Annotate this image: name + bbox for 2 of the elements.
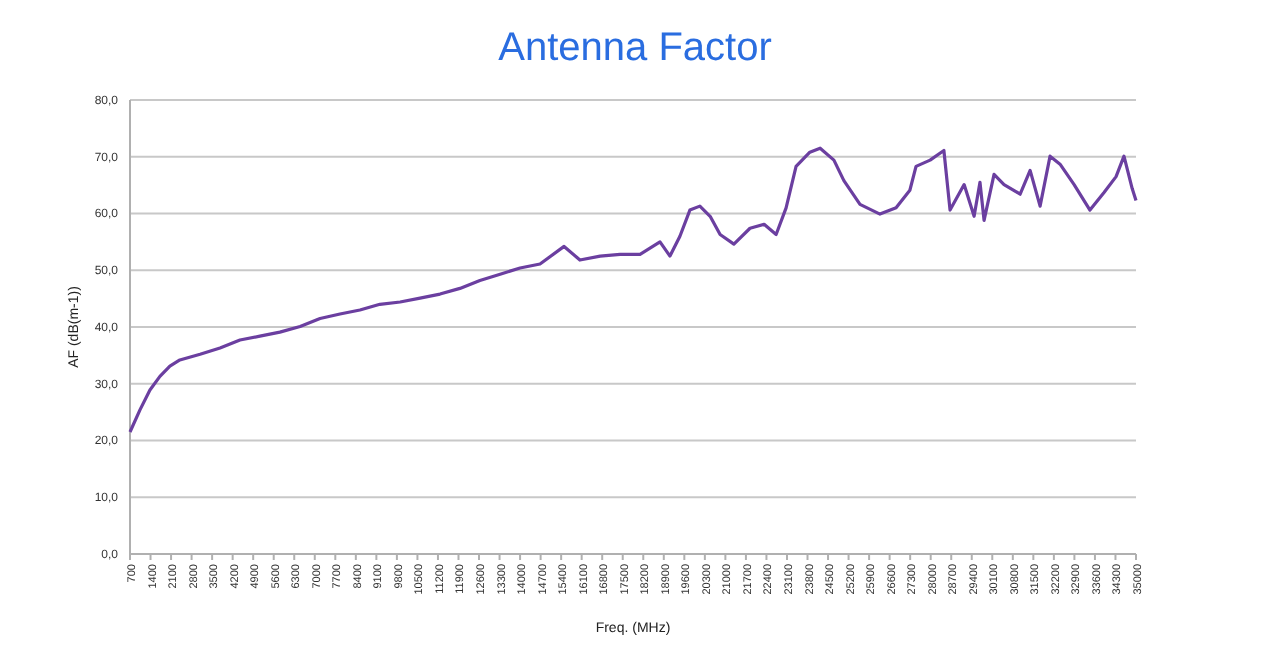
line-series — [128, 146, 1138, 434]
chart-title: Antenna Factor — [498, 26, 773, 70]
